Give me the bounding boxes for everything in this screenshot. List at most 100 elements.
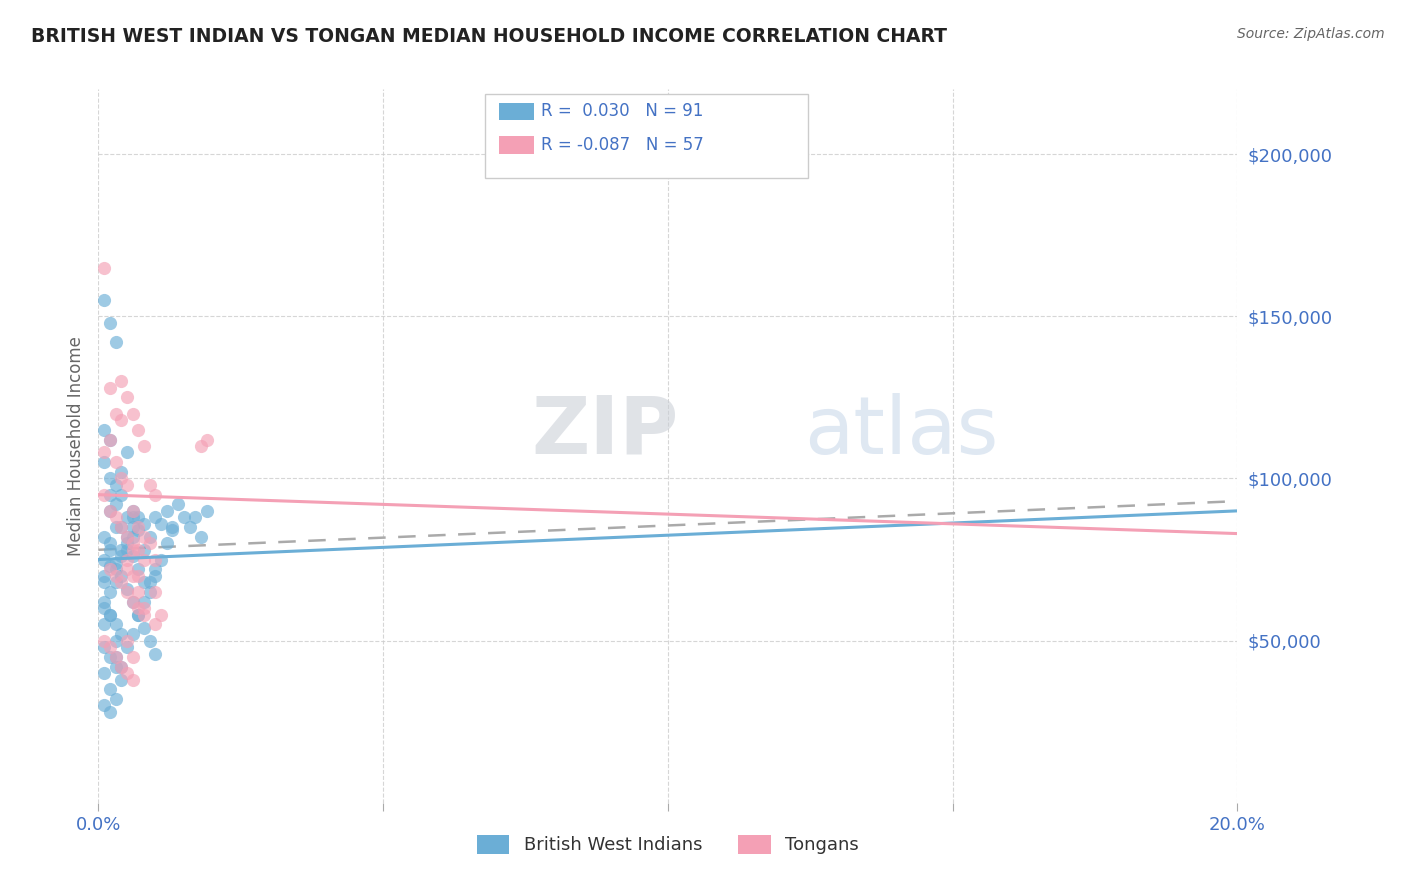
Point xyxy=(93,423,115,437)
Point xyxy=(127,568,149,582)
Point xyxy=(132,542,155,557)
Point xyxy=(110,549,132,564)
Point xyxy=(104,562,127,576)
Point xyxy=(138,478,160,492)
Point xyxy=(104,633,127,648)
Point xyxy=(110,465,132,479)
Point xyxy=(121,568,143,582)
Point xyxy=(110,520,132,534)
Point xyxy=(98,559,121,574)
Point xyxy=(150,607,173,622)
Point xyxy=(121,549,143,564)
Point xyxy=(93,552,115,566)
Point xyxy=(145,552,167,566)
Point xyxy=(93,293,115,307)
Point xyxy=(195,504,218,518)
Point xyxy=(104,510,127,524)
Point xyxy=(190,530,212,544)
Point xyxy=(138,633,160,648)
Point xyxy=(98,471,121,485)
Point xyxy=(127,524,149,538)
Point xyxy=(162,520,184,534)
Point xyxy=(110,659,132,673)
Point xyxy=(93,666,115,681)
Point xyxy=(93,260,115,275)
Point xyxy=(110,575,132,590)
Point xyxy=(98,607,121,622)
Point xyxy=(98,585,121,599)
Point xyxy=(98,504,121,518)
Point xyxy=(121,504,143,518)
Point xyxy=(156,504,179,518)
Point xyxy=(127,542,149,557)
Point xyxy=(121,536,143,550)
Point xyxy=(104,649,127,664)
Point xyxy=(98,705,121,719)
Point xyxy=(173,510,195,524)
Point xyxy=(132,516,155,531)
Point xyxy=(121,673,143,687)
Point xyxy=(93,530,115,544)
Point xyxy=(121,510,143,524)
Point xyxy=(93,640,115,654)
Point xyxy=(110,542,132,557)
Point xyxy=(110,673,132,687)
Text: atlas: atlas xyxy=(804,392,998,471)
Point xyxy=(195,433,218,447)
Point xyxy=(115,585,138,599)
Point xyxy=(110,471,132,485)
Point xyxy=(98,542,121,557)
Point xyxy=(132,439,155,453)
Point xyxy=(115,478,138,492)
Point xyxy=(98,316,121,330)
Point xyxy=(93,568,115,582)
Point xyxy=(150,516,173,531)
Legend: British West Indians, Tongans: British West Indians, Tongans xyxy=(470,828,866,862)
Point xyxy=(121,595,143,609)
Point xyxy=(98,504,121,518)
Point xyxy=(127,562,149,576)
Point xyxy=(115,552,138,566)
Point xyxy=(156,536,179,550)
Point xyxy=(104,568,127,582)
Point xyxy=(110,568,132,582)
Point xyxy=(104,407,127,421)
Point xyxy=(115,562,138,576)
Point xyxy=(127,423,149,437)
Point xyxy=(150,552,173,566)
Point xyxy=(138,530,160,544)
Point xyxy=(110,488,132,502)
Point xyxy=(115,640,138,654)
Point xyxy=(145,647,167,661)
Text: R = -0.087   N = 57: R = -0.087 N = 57 xyxy=(541,136,704,154)
Point xyxy=(104,520,127,534)
Point xyxy=(127,510,149,524)
Point xyxy=(145,568,167,582)
Point xyxy=(132,607,155,622)
Point xyxy=(110,413,132,427)
Point xyxy=(121,520,143,534)
Point xyxy=(93,633,115,648)
Point xyxy=(93,595,115,609)
Point xyxy=(115,582,138,596)
Point xyxy=(132,552,155,566)
Point xyxy=(98,607,121,622)
Point xyxy=(121,542,143,557)
Point xyxy=(132,575,155,590)
Point xyxy=(132,530,155,544)
Point xyxy=(93,455,115,469)
Point xyxy=(115,510,138,524)
Point xyxy=(127,585,149,599)
Point xyxy=(167,497,190,511)
Point xyxy=(184,510,207,524)
Point xyxy=(145,562,167,576)
Point xyxy=(93,601,115,615)
Point xyxy=(104,497,127,511)
Point xyxy=(98,433,121,447)
Text: ZIP: ZIP xyxy=(531,392,679,471)
Point xyxy=(115,536,138,550)
Point xyxy=(115,530,138,544)
Point xyxy=(127,607,149,622)
Point xyxy=(98,381,121,395)
Point xyxy=(93,488,115,502)
